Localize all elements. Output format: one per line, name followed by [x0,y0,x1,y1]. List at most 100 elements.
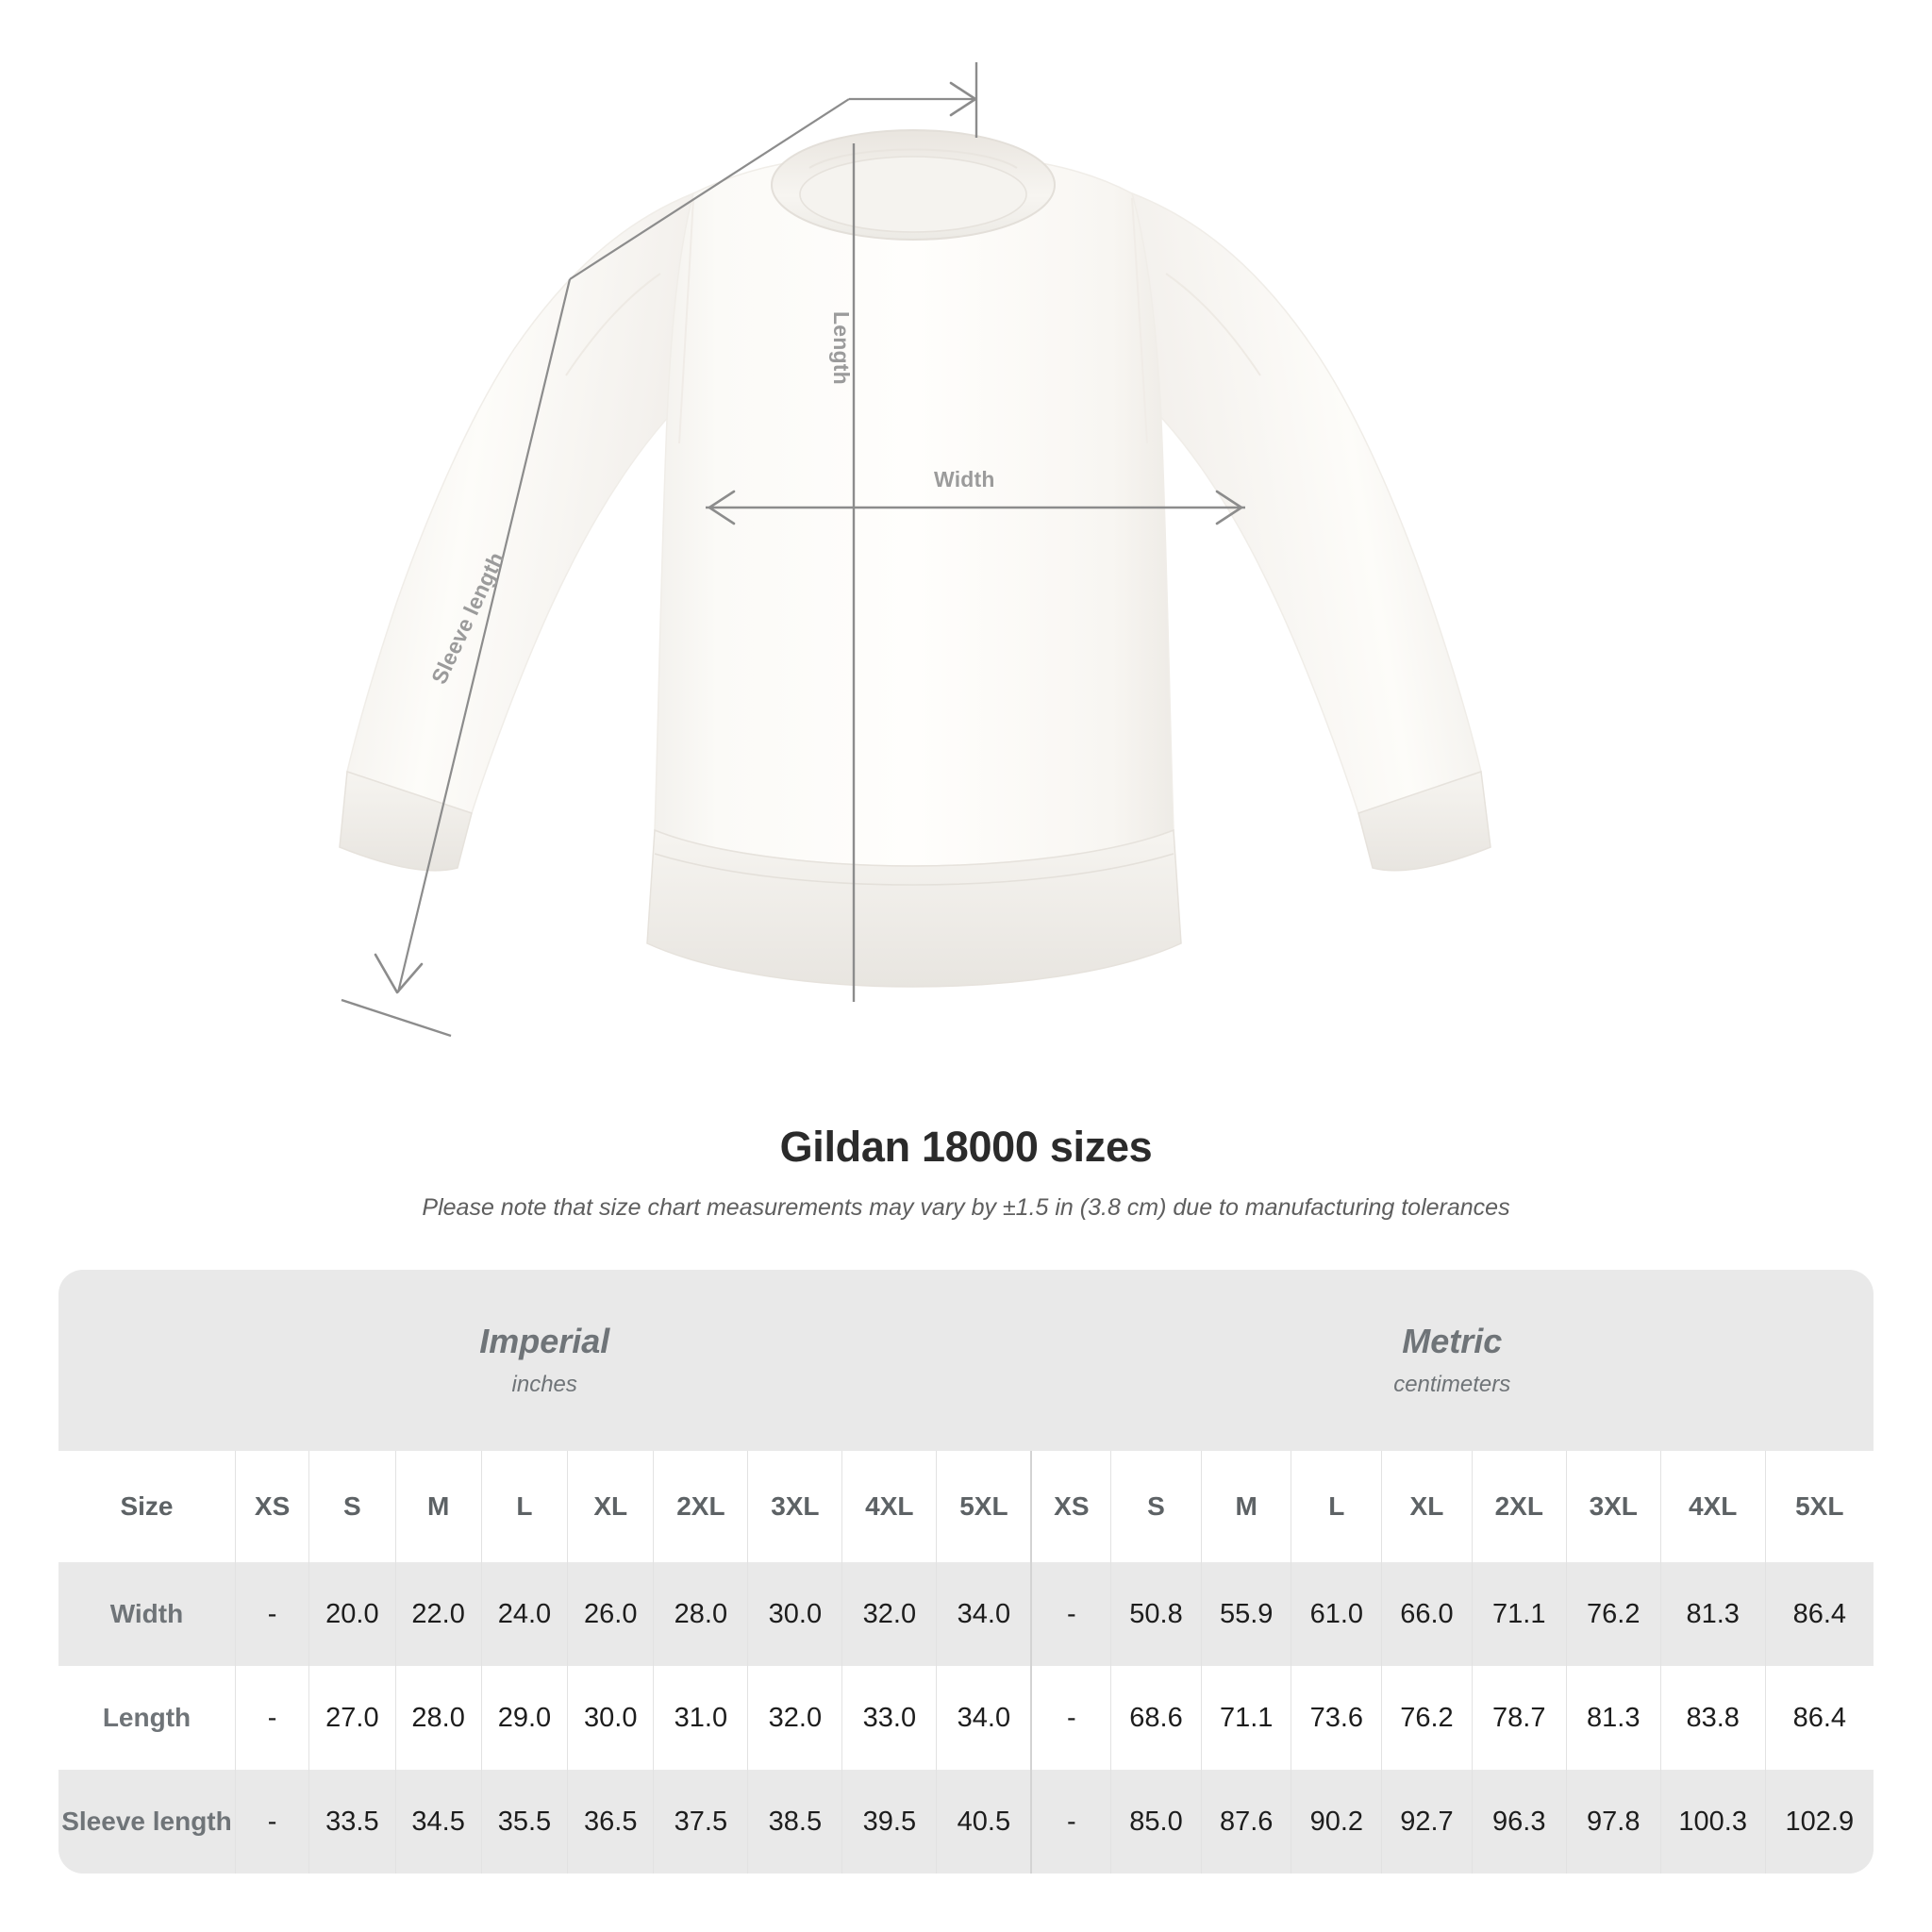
cell-width-imperial-xl: 26.0 [567,1562,654,1666]
cell-length-metric-4xl: 83.8 [1659,1666,1765,1770]
cell-sleeve-metric-5xl: 102.9 [1764,1770,1874,1874]
header-imperial-2xl: 2XL [653,1451,748,1562]
waistband-seam [654,853,1174,886]
cell-width-imperial-5xl: 34.0 [936,1562,1031,1666]
cell-width-metric-m: 55.9 [1200,1562,1291,1666]
header-metric-3xl: 3XL [1565,1451,1660,1562]
unit-header-row: Imperial inches Metric centimeters [58,1270,1874,1451]
header-metric-s: S [1110,1451,1201,1562]
header-imperial-4xl: 4XL [841,1451,937,1562]
cell-sleeve-imperial-2xl: 37.5 [653,1770,748,1874]
sleeve-guide-line [396,278,572,993]
waistband [646,828,1182,988]
cell-length-imperial-l: 29.0 [480,1666,568,1770]
cell-length-imperial-2xl: 31.0 [653,1666,748,1770]
page-subtitle: Please note that size chart measurements… [422,1194,1510,1221]
imperial-unit-name: Imperial [479,1322,610,1361]
row-label-sleeve-length: Sleeve length [58,1770,235,1874]
length-measurement-label: Length [829,311,854,385]
body-panel [654,153,1174,867]
cell-sleeve-metric-xs: - [1030,1770,1111,1874]
sweatshirt-illustration [339,62,1491,1038]
cell-width-metric-3xl: 76.2 [1565,1562,1660,1666]
cell-sleeve-metric-s: 85.0 [1110,1770,1201,1874]
metric-unit-name: Metric [1402,1322,1503,1361]
cell-length-metric-3xl: 81.3 [1565,1666,1660,1770]
imperial-unit-sub: inches [511,1371,577,1397]
cell-width-metric-xl: 66.0 [1381,1562,1472,1666]
table-row: Sleeve length - 33.5 34.5 35.5 36.5 37.5… [58,1770,1874,1874]
cell-sleeve-imperial-s: 33.5 [308,1770,395,1874]
cell-length-metric-xs: - [1030,1666,1111,1770]
sleeve-bottom-tick [341,998,452,1038]
header-imperial-m: M [394,1451,481,1562]
header-imperial-5xl: 5XL [936,1451,1031,1562]
cell-sleeve-imperial-4xl: 39.5 [841,1770,937,1874]
cell-sleeve-imperial-m: 34.5 [394,1770,481,1874]
metric-unit-sub: centimeters [1393,1371,1511,1397]
left-shoulder-seam [678,197,694,444]
row-label-length: Length [58,1666,235,1770]
header-imperial-xs: XS [234,1451,309,1562]
header-metric-l: L [1291,1451,1382,1562]
cell-sleeve-metric-3xl: 97.8 [1565,1770,1660,1874]
page-title: Gildan 18000 sizes [779,1123,1153,1171]
garment-diagram: Length Width Sleeve length [339,62,1491,1038]
header-metric-m: M [1200,1451,1291,1562]
width-measurement-label: Width [934,467,995,491]
cell-width-imperial-3xl: 30.0 [747,1562,842,1666]
cell-length-metric-5xl: 86.4 [1764,1666,1874,1770]
cell-length-metric-m: 71.1 [1200,1666,1291,1770]
collar-top-seam [808,148,1018,169]
cell-length-metric-2xl: 78.7 [1471,1666,1566,1770]
header-metric-5xl: 5XL [1764,1451,1874,1562]
left-cuff [339,770,473,872]
left-armhole-seam [565,273,661,376]
cell-sleeve-metric-4xl: 100.3 [1659,1770,1765,1874]
width-left-arrowhead [708,490,736,525]
cell-sleeve-imperial-xl: 36.5 [567,1770,654,1874]
cell-width-metric-s: 50.8 [1110,1562,1201,1666]
right-sleeve [1129,192,1482,814]
header-metric-2xl: 2XL [1471,1451,1566,1562]
cell-width-metric-l: 61.0 [1291,1562,1382,1666]
collar-opening [799,156,1027,233]
size-chart-table: Imperial inches Metric centimeters Size … [58,1270,1874,1874]
left-sleeve [346,192,699,814]
cell-length-metric-s: 68.6 [1110,1666,1201,1770]
cell-width-imperial-l: 24.0 [480,1562,568,1666]
sleeve-bottom-arrowhead [374,953,424,994]
cell-length-metric-xl: 76.2 [1381,1666,1472,1770]
table-corner-label: Size [58,1451,235,1562]
header-imperial-s: S [308,1451,395,1562]
cell-length-imperial-xs: - [234,1666,309,1770]
cell-width-imperial-4xl: 32.0 [841,1562,937,1666]
sleeve-leader-upper [569,98,850,280]
cell-sleeve-metric-2xl: 96.3 [1471,1770,1566,1874]
cell-length-imperial-xl: 30.0 [567,1666,654,1770]
right-shoulder-seam [1131,197,1148,444]
header-metric-xl: XL [1381,1451,1472,1562]
cell-width-imperial-s: 20.0 [308,1562,395,1666]
cell-length-imperial-s: 27.0 [308,1666,395,1770]
table-row: Width - 20.0 22.0 24.0 26.0 28.0 30.0 32… [58,1562,1874,1666]
cell-width-imperial-m: 22.0 [394,1562,481,1666]
header-imperial-xl: XL [567,1451,654,1562]
cell-width-metric-xs: - [1030,1562,1111,1666]
cell-width-metric-2xl: 71.1 [1471,1562,1566,1666]
cell-sleeve-imperial-5xl: 40.5 [936,1770,1031,1874]
cell-sleeve-metric-l: 90.2 [1291,1770,1382,1874]
cell-length-imperial-4xl: 33.0 [841,1666,937,1770]
size-header-row: Size XS S M L XL 2XL 3XL 4XL 5XL XS S M … [58,1451,1874,1562]
size-chart-table-wrapper: Imperial inches Metric centimeters Size … [58,1270,1874,1874]
cell-sleeve-imperial-l: 35.5 [480,1770,568,1874]
cell-length-imperial-5xl: 34.0 [936,1666,1031,1770]
cell-length-imperial-m: 28.0 [394,1666,481,1770]
cell-width-imperial-xs: - [234,1562,309,1666]
metric-unit-cell: Metric centimeters [1030,1270,1874,1451]
imperial-unit-cell: Imperial inches [58,1270,1031,1451]
right-cuff [1357,770,1491,872]
header-metric-4xl: 4XL [1659,1451,1765,1562]
cell-sleeve-metric-m: 87.6 [1200,1770,1291,1874]
